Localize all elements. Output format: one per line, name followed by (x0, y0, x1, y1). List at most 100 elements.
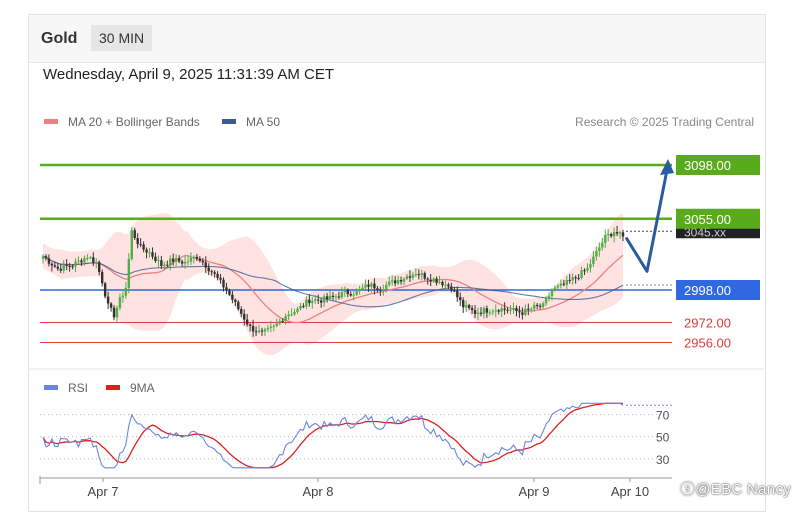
candle-body (53, 265, 57, 267)
chart-datetime: Wednesday, April 9, 2025 11:31:39 AM CET (43, 66, 335, 83)
candle-body (485, 308, 489, 313)
candle-body (456, 290, 459, 298)
rsi-panel-layer: 70 50 30 (40, 402, 672, 469)
instrument-title: Gold (41, 30, 78, 47)
x-axis-label: Apr 8 (302, 484, 333, 499)
candle-body (100, 271, 104, 284)
candle-body (441, 281, 444, 286)
candle-body (189, 257, 193, 262)
candle-body (473, 310, 477, 314)
x-axis-labels: Apr 7 Apr 8 Apr 9 Apr 10 (39, 476, 649, 499)
candle-body (450, 286, 453, 291)
candle-body (177, 258, 181, 262)
rsi-legend-label: RSI (68, 381, 88, 395)
candle-body (574, 277, 577, 279)
candle-body (74, 261, 77, 267)
candle-body (169, 258, 172, 266)
candle-body (118, 297, 122, 308)
candle-body (618, 232, 622, 234)
rsi-tick-label: 70 (656, 408, 670, 422)
candle-body (266, 327, 270, 330)
candle-body (544, 298, 548, 304)
candle-body (172, 258, 175, 262)
candle-body (248, 324, 252, 326)
candle-body (234, 299, 237, 302)
candle-body (521, 312, 524, 315)
candle-body (388, 281, 391, 285)
candle-body (402, 278, 406, 282)
rsi-ma-legend-swatch (106, 385, 120, 390)
candle-body (509, 309, 512, 311)
candle-body (444, 284, 447, 286)
candle-body (491, 311, 494, 313)
candle-body (385, 284, 388, 290)
candle-body (109, 303, 113, 308)
candle-body (621, 232, 625, 237)
candle-body (476, 312, 480, 314)
candle-body (447, 284, 450, 287)
rsi-line (42, 402, 624, 469)
candle-body (201, 260, 204, 263)
candle-body (115, 307, 119, 318)
candle-body (426, 278, 429, 280)
candle-body (376, 288, 379, 290)
candle-body (479, 312, 483, 314)
candle-body (142, 244, 145, 250)
candle-body (83, 258, 86, 263)
pivot-label-box (676, 280, 760, 300)
pivot-label: 2998.00 (684, 283, 731, 298)
candle-body (405, 276, 409, 279)
candle-body (382, 289, 385, 291)
candle-body (586, 267, 589, 271)
candle-body (302, 306, 305, 308)
candle-body (583, 270, 586, 272)
timeframe-badge[interactable]: 30 MIN (91, 25, 153, 51)
candle-body (163, 264, 166, 266)
candle-body (106, 296, 110, 304)
candle-body (565, 280, 568, 285)
candle-body (331, 295, 335, 297)
candle-body (41, 256, 45, 259)
candle-body (180, 261, 184, 264)
candle-body (346, 290, 349, 294)
candle-body (515, 308, 518, 312)
candle-body (417, 274, 421, 276)
candle-body (44, 256, 48, 259)
candle-body (186, 261, 190, 263)
candle-body (305, 299, 308, 307)
candle-body (453, 290, 456, 292)
candle-body (133, 230, 136, 239)
candle-body (604, 235, 607, 243)
candle-body (429, 279, 432, 282)
candle-body (438, 281, 441, 283)
candles-layer (41, 225, 625, 337)
candle-body (527, 308, 530, 310)
ma20-legend-label: MA 20 + Bollinger Bands (68, 115, 200, 129)
candle-body (370, 283, 373, 287)
candle-body (130, 230, 133, 260)
candle-body (272, 325, 276, 327)
candle-body (399, 280, 403, 282)
candle-body (56, 266, 59, 269)
candle-body (154, 256, 157, 261)
candle-body (275, 323, 278, 326)
candle-body (538, 305, 542, 307)
candle-body (237, 301, 240, 310)
candle-body (112, 307, 116, 318)
candle-body (222, 279, 225, 288)
resistance-1-label: 3055.00 (684, 212, 731, 227)
candle-body (166, 264, 169, 266)
resistance-2-label-box (676, 155, 760, 175)
candle-body (269, 326, 273, 328)
candle-body (296, 308, 299, 312)
candle-body (414, 274, 418, 276)
candle-body (615, 232, 619, 234)
candle-body (612, 232, 616, 237)
candle-body (435, 278, 438, 283)
candle-body (334, 296, 338, 298)
candle-body (349, 293, 352, 296)
candle-body (198, 258, 202, 261)
candle-body (174, 258, 178, 262)
candle-body (245, 319, 249, 325)
candle-body (533, 304, 536, 309)
